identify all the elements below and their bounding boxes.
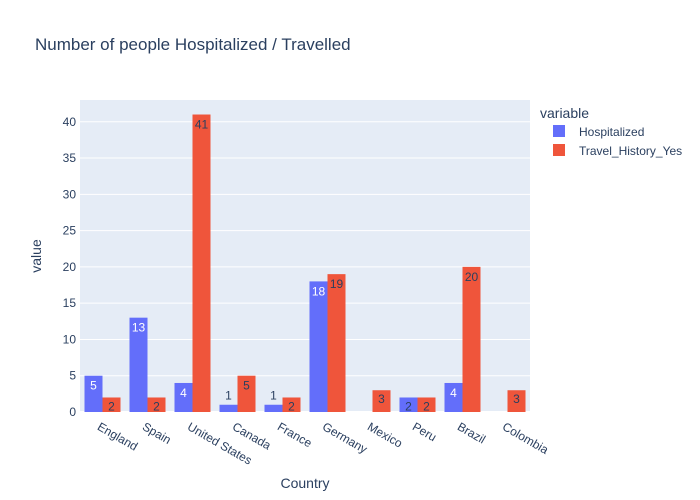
- y-tick-label: 15: [63, 296, 77, 310]
- x-tick-label: Colombia: [500, 419, 551, 457]
- bar-data-label: 5: [90, 379, 97, 393]
- x-axis-title: Country: [280, 475, 329, 491]
- legend-title: variable: [540, 105, 589, 121]
- x-tick-label: France: [275, 419, 315, 450]
- bar-hospitalized[interactable]: [219, 404, 238, 412]
- y-tick-label: 30: [63, 187, 77, 201]
- y-tick-label: 35: [63, 151, 77, 165]
- x-tick-label: Spain: [140, 419, 174, 446]
- bar-hospitalized[interactable]: [444, 382, 463, 412]
- bar-hospitalized[interactable]: [174, 382, 193, 412]
- y-axis-title: value: [28, 239, 44, 273]
- legend[interactable]: variable Hospitalized Travel_History_Yes: [540, 105, 682, 158]
- legend-swatch: [553, 144, 565, 156]
- bar-data-label: 2: [288, 399, 295, 413]
- x-tick-label: Mexico: [365, 419, 405, 450]
- bar-travel-history-yes[interactable]: [147, 397, 166, 412]
- x-tick-label: Peru: [410, 419, 439, 444]
- chart-title: Number of people Hospitalized / Travelle…: [35, 35, 351, 54]
- bar-travel-history-yes[interactable]: [192, 114, 211, 412]
- bar-data-label: 18: [312, 284, 326, 298]
- bar-data-label: 5: [243, 379, 250, 393]
- bar-travel-history-yes[interactable]: [462, 266, 481, 412]
- y-tick-label: 25: [63, 224, 77, 238]
- legend-swatch: [553, 125, 565, 137]
- bar-data-label: 41: [195, 118, 209, 132]
- bar-data-label: 3: [513, 392, 520, 406]
- y-tick-label: 20: [63, 260, 77, 274]
- y-tick-label: 5: [69, 369, 76, 383]
- bar-data-label: 4: [180, 386, 187, 400]
- x-tick-label: England: [95, 419, 140, 453]
- bar-data-label: 2: [153, 399, 160, 413]
- bar-data-label: 2: [423, 399, 430, 413]
- bar-travel-history-yes[interactable]: [237, 375, 256, 412]
- y-tick-label: 10: [63, 332, 77, 346]
- bar-hospitalized[interactable]: [264, 404, 283, 412]
- bar-data-label: 4: [450, 386, 457, 400]
- y-axis-ticks: 0 5 10 15 20 25 30 35 40: [63, 115, 77, 419]
- bar-data-label: 2: [108, 399, 115, 413]
- plot-area: [80, 100, 530, 412]
- bar-hospitalized[interactable]: [129, 317, 148, 412]
- bar-travel-history-yes[interactable]: [372, 390, 391, 412]
- bar-hospitalized[interactable]: [84, 375, 103, 412]
- x-tick-label: Brazil: [455, 419, 488, 446]
- legend-label: Travel_History_Yes: [579, 144, 682, 158]
- bar-travel-history-yes[interactable]: [507, 390, 526, 412]
- bar-data-label: 13: [132, 321, 146, 335]
- bar-data-label: 1: [225, 389, 232, 403]
- bar-hospitalized[interactable]: [399, 397, 418, 412]
- bar-travel-history-yes[interactable]: [282, 397, 301, 412]
- bar-data-label: 1: [270, 389, 277, 403]
- bar-travel-history-yes[interactable]: [327, 274, 346, 412]
- bar-data-label: 19: [330, 277, 344, 291]
- bar-hospitalized[interactable]: [309, 281, 328, 412]
- bar-travel-history-yes[interactable]: [102, 397, 121, 412]
- y-tick-label: 40: [63, 115, 77, 129]
- x-tick-label: Germany: [320, 419, 370, 456]
- bar-data-label: 20: [465, 270, 479, 284]
- legend-label: Hospitalized: [579, 125, 644, 139]
- bar-data-label: 2: [405, 399, 412, 413]
- y-tick-label: 0: [69, 405, 76, 419]
- bar-data-label: 3: [378, 392, 385, 406]
- bar-travel-history-yes[interactable]: [417, 397, 436, 412]
